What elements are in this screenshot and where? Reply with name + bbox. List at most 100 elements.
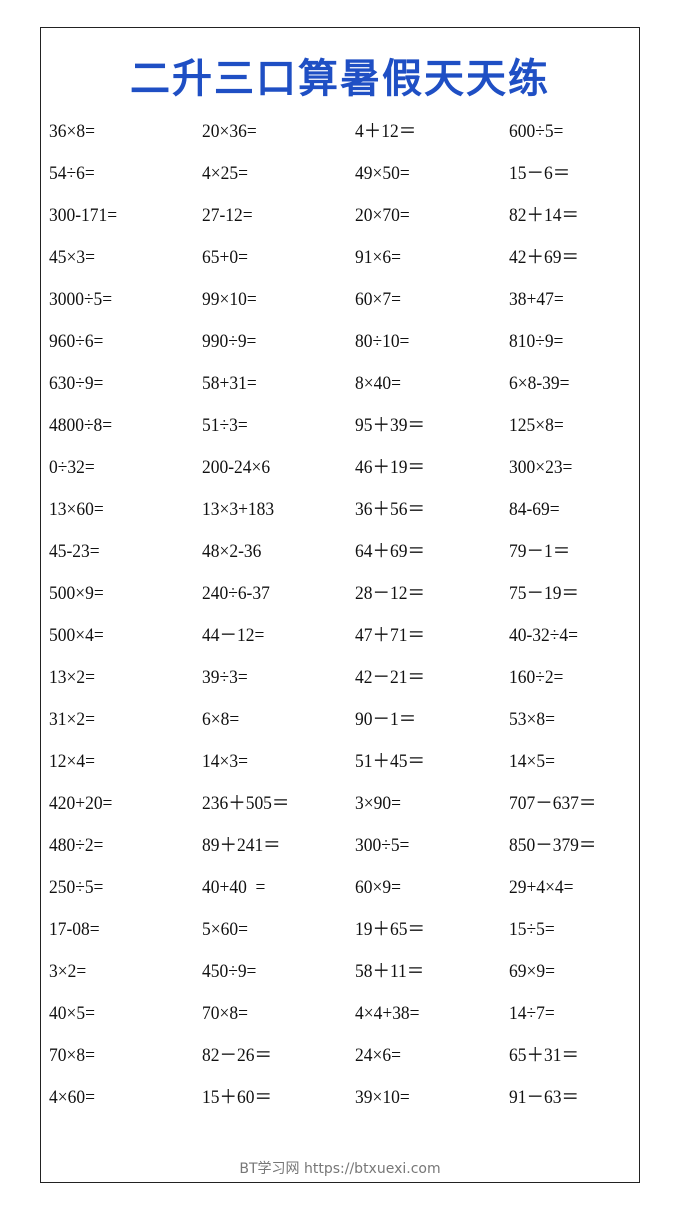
problem-row: 3×2= 450÷9= 58＋11＝ 69×9= — [41, 957, 639, 987]
math-problem: 51÷3= — [202, 415, 248, 436]
math-problem: 40-32÷4= — [509, 625, 578, 646]
problem-row: 0÷32= 200-24×6 46＋19＝ 300×23= — [41, 453, 639, 483]
math-problem: 40+40 = — [202, 877, 266, 898]
math-problem: 160÷2= — [509, 667, 564, 688]
math-problem: 630÷9= — [49, 373, 104, 394]
math-problem: 24×6= — [355, 1045, 401, 1066]
math-problem: 500×4= — [49, 625, 104, 646]
math-problem: 31×2= — [49, 709, 95, 730]
math-problem: 40×5= — [49, 1003, 95, 1024]
math-problem: 89＋241＝ — [202, 835, 281, 856]
math-problem: 51＋45＝ — [355, 751, 425, 772]
math-problem: 42＋69＝ — [509, 247, 579, 268]
math-problem: 200-24×6 — [202, 457, 271, 478]
math-problem: 45×3= — [49, 247, 95, 268]
math-problem: 53×8= — [509, 709, 555, 730]
math-problem: 20×70= — [355, 205, 410, 226]
math-problem: 29+4×4= — [509, 877, 574, 898]
math-problem: 4×4+38= — [355, 1003, 420, 1024]
math-problem: 0÷32= — [49, 457, 95, 478]
math-problem: 46＋19＝ — [355, 457, 425, 478]
problem-row: 12×4= 14×3= 51＋45＝ 14×5= — [41, 747, 639, 777]
problem-row: 4800÷8= 51÷3= 95＋39＝ 125×8= — [41, 411, 639, 441]
math-problem: 39÷3= — [202, 667, 248, 688]
problem-row: 13×2= 39÷3= 42－21＝ 160÷2= — [41, 663, 639, 693]
math-problem: 6×8= — [202, 709, 240, 730]
math-problem: 250÷5= — [49, 877, 104, 898]
math-problem: 27-12= — [202, 205, 253, 226]
footer-watermark: BT学习网 https://btxuexi.com — [239, 1161, 441, 1177]
problem-row: 13×60= 13×3+183 36＋56＝ 84-69= — [41, 495, 639, 525]
math-problem: 70×8= — [202, 1003, 248, 1024]
math-problem: 15÷5= — [509, 919, 555, 940]
problem-row: 480÷2= 89＋241＝ 300÷5= 850－379＝ — [41, 831, 639, 861]
math-problem: 480÷2= — [49, 835, 104, 856]
math-problem: 8×40= — [355, 373, 401, 394]
problem-row: 4×60= 15＋60＝ 39×10= 91－63＝ — [41, 1083, 639, 1113]
math-problem: 125×8= — [509, 415, 564, 436]
math-problem: 15－6＝ — [509, 163, 571, 184]
math-problem: 48×2-36 — [202, 541, 262, 562]
math-problem: 6×8-39= — [509, 373, 570, 394]
math-problem: 65+0= — [202, 247, 248, 268]
math-problem: 60×7= — [355, 289, 401, 310]
math-problem: 420+20= — [49, 793, 113, 814]
math-problem: 20×36= — [202, 121, 257, 142]
math-problem: 79－1＝ — [509, 541, 571, 562]
math-problem: 13×60= — [49, 499, 104, 520]
problem-row: 45×3= 65+0= 91×6= 42＋69＝ — [41, 243, 639, 273]
math-problem: 19＋65＝ — [355, 919, 425, 940]
math-problem: 91－63＝ — [509, 1087, 579, 1108]
math-problem: 69×9= — [509, 961, 555, 982]
math-problem: 95＋39＝ — [355, 415, 425, 436]
math-problem: 44－12= — [202, 625, 265, 646]
math-problem: 13×3+183 — [202, 499, 275, 520]
math-problem: 42－21＝ — [355, 667, 425, 688]
problem-row: 630÷9= 58+31= 8×40= 6×8-39= — [41, 369, 639, 399]
math-problem: 300-171= — [49, 205, 118, 226]
math-problem: 3×2= — [49, 961, 87, 982]
math-problem: 15＋60＝ — [202, 1087, 272, 1108]
math-problem: 600÷5= — [509, 121, 564, 142]
problem-row: 250÷5= 40+40 = 60×9= 29+4×4= — [41, 873, 639, 903]
math-problem: 64＋69＝ — [355, 541, 425, 562]
problem-row: 300-171= 27-12= 20×70= 82＋14＝ — [41, 201, 639, 231]
math-problem: 36×8= — [49, 121, 95, 142]
problem-row: 54÷6= 4×25= 49×50= 15－6＝ — [41, 159, 639, 189]
math-problem: 3000÷5= — [49, 289, 113, 310]
problem-row: 420+20= 236＋505＝ 3×90= 707－637＝ — [41, 789, 639, 819]
problem-row: 500×9= 240÷6-37 28－12＝ 75－19＝ — [41, 579, 639, 609]
math-problem: 45-23= — [49, 541, 100, 562]
math-problem: 28－12＝ — [355, 583, 425, 604]
problem-row: 36×8= 20×36= 4＋12＝ 600÷5= — [41, 117, 639, 147]
problem-row: 45-23= 48×2-36 64＋69＝ 79－1＝ — [41, 537, 639, 567]
math-problem: 810÷9= — [509, 331, 564, 352]
math-problem: 3×90= — [355, 793, 401, 814]
problem-row: 31×2= 6×8= 90－1＝ 53×8= — [41, 705, 639, 735]
math-problem: 58＋11＝ — [355, 961, 425, 982]
worksheet: 二升三口算暑假天天练 36×8= 20×36= 4＋12＝ 600÷5= 54÷6= 4×… — [40, 27, 640, 1183]
math-problem: 300÷5= — [355, 835, 410, 856]
math-problem: 54÷6= — [49, 163, 95, 184]
math-problem: 82－26＝ — [202, 1045, 272, 1066]
math-problem: 13×2= — [49, 667, 95, 688]
problem-row: 500×4= 44－12= 47＋71＝ 40-32÷4= — [41, 621, 639, 651]
math-problem: 5×60= — [202, 919, 248, 940]
math-problem: 4＋12＝ — [355, 121, 417, 142]
problem-row: 70×8= 82－26＝ 24×6= 65＋31＝ — [41, 1041, 639, 1071]
math-problem: 39×10= — [355, 1087, 410, 1108]
math-problem: 65＋31＝ — [509, 1045, 579, 1066]
math-problem: 17-08= — [49, 919, 100, 940]
problem-row: 3000÷5= 99×10= 60×7= 38+47= — [41, 285, 639, 315]
math-problem: 14×3= — [202, 751, 248, 772]
math-problem: 236＋505＝ — [202, 793, 290, 814]
math-problem: 58+31= — [202, 373, 257, 394]
problem-row: 960÷6= 990÷9= 80÷10= 810÷9= — [41, 327, 639, 357]
math-problem: 450÷9= — [202, 961, 257, 982]
math-problem: 707－637＝ — [509, 793, 597, 814]
math-problem: 850－379＝ — [509, 835, 597, 856]
math-problem: 49×50= — [355, 163, 410, 184]
math-problem: 14÷7= — [509, 1003, 555, 1024]
math-problem: 990÷9= — [202, 331, 257, 352]
math-problem: 75－19＝ — [509, 583, 579, 604]
